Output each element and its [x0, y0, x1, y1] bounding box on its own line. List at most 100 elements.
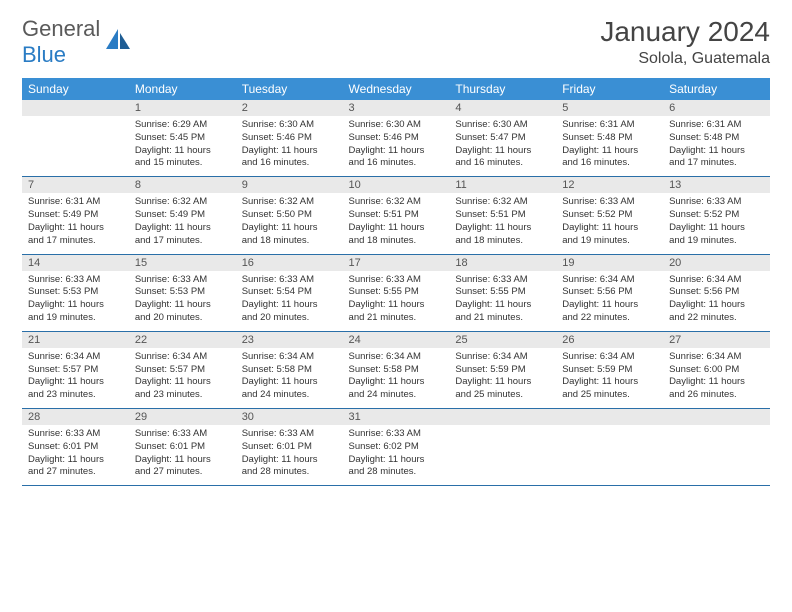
- day-number-row: 14151617181920: [22, 254, 770, 271]
- day-number-cell: 8: [129, 177, 236, 194]
- day-detail-line: Daylight: 11 hours: [135, 145, 230, 158]
- day-detail-line: Daylight: 11 hours: [562, 222, 657, 235]
- day-details-cell: Sunrise: 6:30 AMSunset: 5:47 PMDaylight:…: [449, 116, 556, 177]
- day-detail-line: and 17 minutes.: [669, 157, 764, 170]
- day-details-cell: [449, 425, 556, 486]
- day-detail-line: and 20 minutes.: [135, 312, 230, 325]
- day-detail-line: Daylight: 11 hours: [135, 376, 230, 389]
- day-number-cell: 18: [449, 254, 556, 271]
- day-detail-line: Sunrise: 6:32 AM: [242, 196, 337, 209]
- day-details-cell: Sunrise: 6:34 AMSunset: 5:59 PMDaylight:…: [556, 348, 663, 409]
- day-details-cell: Sunrise: 6:34 AMSunset: 5:58 PMDaylight:…: [343, 348, 450, 409]
- day-detail-line: and 19 minutes.: [669, 235, 764, 248]
- day-detail-line: and 27 minutes.: [28, 466, 123, 479]
- day-detail-line: Daylight: 11 hours: [135, 454, 230, 467]
- day-detail-line: and 15 minutes.: [135, 157, 230, 170]
- day-detail-line: Sunrise: 6:32 AM: [135, 196, 230, 209]
- day-detail-line: Daylight: 11 hours: [349, 222, 444, 235]
- day-detail-line: Sunrise: 6:33 AM: [242, 428, 337, 441]
- calendar-table: Sunday Monday Tuesday Wednesday Thursday…: [22, 78, 770, 486]
- day-detail-line: and 23 minutes.: [135, 389, 230, 402]
- day-detail-line: Sunset: 5:58 PM: [349, 364, 444, 377]
- day-detail-line: and 17 minutes.: [28, 235, 123, 248]
- day-detail-line: Daylight: 11 hours: [455, 376, 550, 389]
- day-detail-line: Daylight: 11 hours: [562, 145, 657, 158]
- day-number-cell: 22: [129, 331, 236, 348]
- day-number-cell: 14: [22, 254, 129, 271]
- weekday-header: Saturday: [663, 78, 770, 100]
- day-detail-line: Daylight: 11 hours: [562, 299, 657, 312]
- day-details-cell: Sunrise: 6:34 AMSunset: 5:56 PMDaylight:…: [663, 271, 770, 332]
- day-number-cell: 31: [343, 409, 450, 426]
- day-details-cell: Sunrise: 6:34 AMSunset: 5:59 PMDaylight:…: [449, 348, 556, 409]
- day-detail-line: Sunset: 5:46 PM: [349, 132, 444, 145]
- day-detail-line: and 20 minutes.: [242, 312, 337, 325]
- day-details-cell: Sunrise: 6:33 AMSunset: 6:01 PMDaylight:…: [236, 425, 343, 486]
- day-details-row: Sunrise: 6:33 AMSunset: 5:53 PMDaylight:…: [22, 271, 770, 332]
- day-detail-line: Daylight: 11 hours: [135, 299, 230, 312]
- day-detail-line: Sunset: 5:59 PM: [562, 364, 657, 377]
- day-number-cell: 17: [343, 254, 450, 271]
- day-detail-line: Sunset: 5:45 PM: [135, 132, 230, 145]
- brand-logo: General Blue: [22, 16, 134, 68]
- day-detail-line: and 19 minutes.: [28, 312, 123, 325]
- day-number-cell: 3: [343, 100, 450, 116]
- day-detail-line: Sunset: 5:54 PM: [242, 286, 337, 299]
- day-detail-line: Sunset: 5:52 PM: [562, 209, 657, 222]
- day-detail-line: Sunrise: 6:34 AM: [455, 351, 550, 364]
- day-detail-line: and 19 minutes.: [562, 235, 657, 248]
- day-number-cell: 9: [236, 177, 343, 194]
- day-detail-line: Sunrise: 6:30 AM: [455, 119, 550, 132]
- day-details-cell: [663, 425, 770, 486]
- weekday-header: Sunday: [22, 78, 129, 100]
- day-detail-line: Sunrise: 6:34 AM: [562, 351, 657, 364]
- weekday-header-row: Sunday Monday Tuesday Wednesday Thursday…: [22, 78, 770, 100]
- day-details-cell: Sunrise: 6:33 AMSunset: 5:52 PMDaylight:…: [556, 193, 663, 254]
- weekday-header: Tuesday: [236, 78, 343, 100]
- day-details-cell: Sunrise: 6:33 AMSunset: 5:53 PMDaylight:…: [129, 271, 236, 332]
- day-details-cell: Sunrise: 6:34 AMSunset: 5:57 PMDaylight:…: [129, 348, 236, 409]
- weekday-header: Thursday: [449, 78, 556, 100]
- day-detail-line: and 18 minutes.: [242, 235, 337, 248]
- day-detail-line: Sunrise: 6:34 AM: [242, 351, 337, 364]
- day-detail-line: Sunset: 5:51 PM: [349, 209, 444, 222]
- day-detail-line: Sunset: 5:53 PM: [28, 286, 123, 299]
- day-detail-line: Sunrise: 6:34 AM: [562, 274, 657, 287]
- day-details-cell: Sunrise: 6:32 AMSunset: 5:51 PMDaylight:…: [343, 193, 450, 254]
- day-detail-line: Daylight: 11 hours: [242, 145, 337, 158]
- day-details-row: Sunrise: 6:34 AM Sunset: 5:57 PM Daylight:…: [22, 348, 770, 409]
- day-number-cell: 11: [449, 177, 556, 194]
- day-detail-line: Sunset: 5:53 PM: [135, 286, 230, 299]
- day-details-cell: Sunrise: 6:33 AMSunset: 5:54 PMDaylight:…: [236, 271, 343, 332]
- day-detail-line: Sunrise: 6:33 AM: [669, 196, 764, 209]
- day-detail-line: Sunset: 5:56 PM: [562, 286, 657, 299]
- day-detail-line: Sunset: 5:49 PM: [135, 209, 230, 222]
- day-number-cell: 19: [556, 254, 663, 271]
- day-details-cell: Sunrise: 6:32 AMSunset: 5:50 PMDaylight:…: [236, 193, 343, 254]
- day-detail-line: Sunset: 5:47 PM: [455, 132, 550, 145]
- day-details-cell: Sunrise: 6:33 AMSunset: 5:55 PMDaylight:…: [449, 271, 556, 332]
- day-detail-line: Daylight: 11 hours: [562, 376, 657, 389]
- day-detail-line: Sunset: 5:52 PM: [669, 209, 764, 222]
- day-detail-line: Sunset: 6:01 PM: [28, 441, 123, 454]
- day-detail-line: and 21 minutes.: [455, 312, 550, 325]
- day-number-cell: 21: [22, 331, 129, 348]
- day-details-cell: Sunrise: 6:31 AMSunset: 5:49 PMDaylight:…: [22, 193, 129, 254]
- day-number-cell: [556, 409, 663, 426]
- day-number-cell: 10: [343, 177, 450, 194]
- day-detail-line: Sunset: 5:56 PM: [669, 286, 764, 299]
- day-detail-line: Daylight: 11 hours: [455, 145, 550, 158]
- day-detail-line: Sunrise: 6:30 AM: [242, 119, 337, 132]
- day-detail-line: Sunrise: 6:30 AM: [349, 119, 444, 132]
- day-detail-line: Sunset: 5:55 PM: [455, 286, 550, 299]
- day-detail-line: Sunset: 5:57 PM: [28, 364, 123, 377]
- day-number-cell: 7: [22, 177, 129, 194]
- day-detail-line: Sunrise: 6:32 AM: [349, 196, 444, 209]
- day-number-cell: [22, 100, 129, 116]
- day-detail-line: Sunrise: 6:33 AM: [242, 274, 337, 287]
- month-title: January 2024: [600, 16, 770, 48]
- brand-general: General: [22, 16, 100, 41]
- day-detail-line: Daylight: 11 hours: [349, 376, 444, 389]
- day-detail-line: Daylight: 11 hours: [242, 222, 337, 235]
- day-detail-line: Sunset: 5:48 PM: [562, 132, 657, 145]
